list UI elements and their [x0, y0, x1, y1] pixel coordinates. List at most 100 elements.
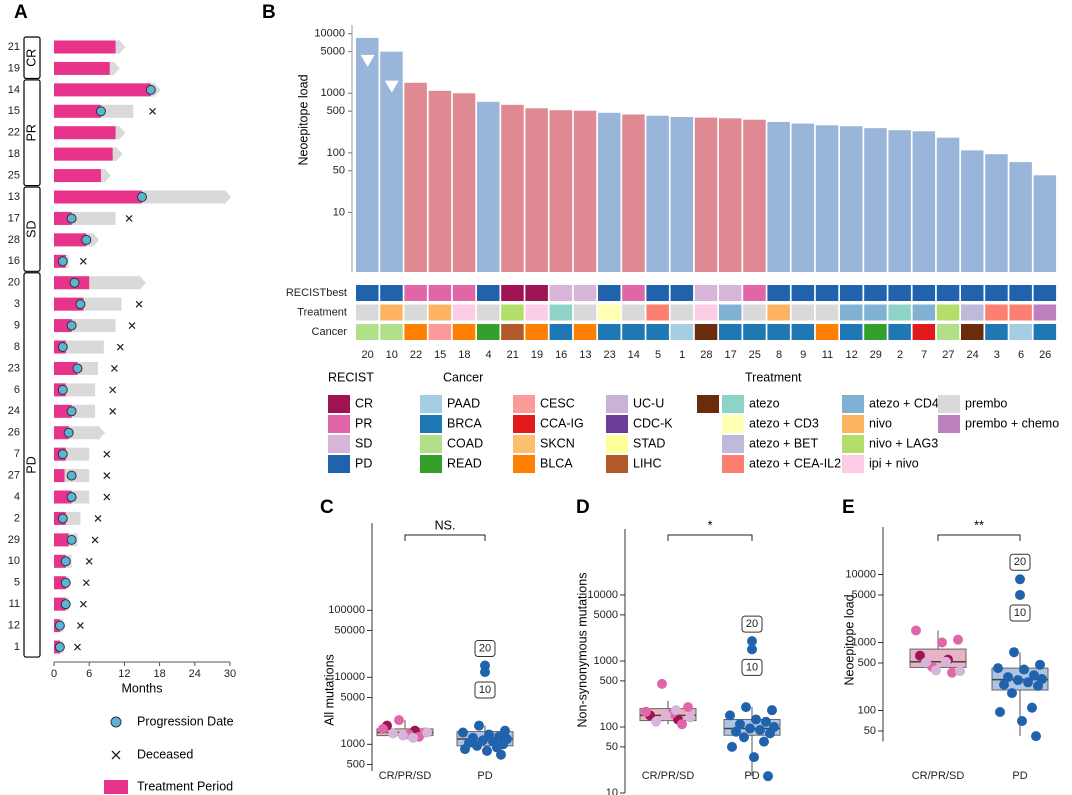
legend-swatch	[606, 455, 628, 473]
treatment-tile	[452, 304, 476, 321]
ongoing-arrow	[153, 82, 161, 98]
y-tick-label: 500	[600, 675, 618, 687]
treatment-tile	[404, 304, 427, 321]
recist-tile	[719, 285, 742, 301]
x-tick-label: 17	[724, 349, 736, 361]
panel-letter: B	[262, 2, 276, 23]
point	[931, 665, 941, 676]
progression-point	[69, 277, 80, 288]
bar	[815, 125, 839, 272]
treatment-tile	[549, 304, 573, 321]
patient-id: 21	[8, 41, 20, 53]
cancer-tile	[380, 324, 403, 340]
treatment-tile	[573, 304, 597, 321]
deceased-mark	[111, 365, 118, 372]
cancer-tile	[743, 324, 766, 340]
legend-label: BRCA	[447, 416, 482, 430]
legend-swatch	[420, 435, 442, 453]
treatment-tile	[694, 304, 718, 321]
x-tick-label: 8	[776, 349, 782, 361]
point	[472, 740, 482, 751]
x-tick-label: 25	[749, 349, 761, 361]
legend-deceased-symbol	[111, 750, 121, 760]
group-box	[23, 79, 41, 187]
bar	[501, 104, 524, 273]
x-tick-label: 5	[655, 349, 661, 361]
point	[394, 715, 404, 726]
patient-id: 18	[8, 148, 20, 160]
label-box	[1009, 553, 1031, 571]
treatment-bar	[54, 61, 110, 75]
y-tick-label: 1000	[852, 636, 876, 648]
legend-treatment-symbol	[104, 780, 128, 794]
x-tick-label: 21	[507, 349, 519, 361]
legend-swatch	[938, 415, 960, 433]
legend-label: CR	[355, 396, 373, 410]
x-tick-label: 30	[224, 668, 236, 680]
bar	[622, 114, 645, 272]
cancer-tile	[525, 324, 548, 340]
bar	[840, 126, 863, 272]
bar	[573, 110, 597, 272]
legend-label: CESC	[540, 396, 575, 410]
point	[422, 727, 432, 738]
bar	[404, 82, 427, 272]
cancer-tile	[719, 324, 742, 340]
truncation-marker	[384, 80, 399, 93]
legend-swatch	[328, 455, 350, 473]
x-tick-label: 1	[679, 349, 685, 361]
point	[993, 663, 1003, 674]
legend-label: atezo + CEA-IL2	[749, 456, 841, 470]
legend-title: RECIST	[328, 370, 374, 384]
patient-id: 8	[14, 341, 20, 353]
patient-id: 2	[14, 512, 20, 524]
recist-tile	[670, 285, 694, 301]
point	[953, 634, 963, 645]
deceased-mark	[116, 343, 124, 351]
group-box	[23, 186, 41, 272]
legend-swatch	[328, 435, 350, 453]
point	[460, 744, 470, 755]
bar	[549, 110, 573, 272]
progression-point	[60, 556, 71, 567]
point	[482, 745, 492, 756]
point	[1007, 688, 1017, 699]
point	[955, 666, 965, 677]
legend-label: atezo + BET	[749, 436, 818, 450]
legend-swatch	[842, 435, 864, 453]
significance-bracket	[937, 534, 1021, 541]
y-tick-label: 50	[333, 165, 345, 177]
y-axis-title: Neoepitope load	[842, 594, 856, 685]
treatment-bar	[54, 554, 66, 568]
progression-point	[66, 320, 77, 331]
x-tick-label: 7	[921, 349, 927, 361]
point	[755, 725, 765, 736]
panel-letter: C	[320, 497, 334, 518]
point	[378, 723, 388, 734]
ongoing-arrow	[118, 39, 126, 55]
x-tick-label: 29	[870, 349, 882, 361]
point	[685, 712, 695, 723]
treatment-tile	[525, 304, 548, 321]
progression-point	[66, 534, 77, 545]
legend-swatch	[328, 415, 350, 433]
x-tick-label: 3	[994, 349, 1000, 361]
recist-tile	[477, 285, 500, 301]
point	[661, 710, 671, 721]
x-tick-label: 24	[189, 668, 201, 680]
recist-tile	[840, 285, 863, 301]
cancer-tile	[1033, 324, 1057, 340]
x-tick-label: 27	[942, 349, 954, 361]
cancer-tile	[549, 324, 573, 340]
recist-tile	[380, 285, 403, 301]
treatment-bar	[54, 361, 78, 375]
point	[657, 678, 667, 689]
point	[1017, 716, 1027, 727]
treatment-bar	[54, 83, 151, 97]
progression-point	[75, 299, 86, 310]
point	[651, 716, 661, 727]
legend-progression-symbol	[110, 716, 122, 728]
y-axis-title: Non-synonymous mutations	[575, 573, 589, 728]
recist-tile	[525, 285, 548, 301]
panel-letter: E	[842, 497, 855, 518]
